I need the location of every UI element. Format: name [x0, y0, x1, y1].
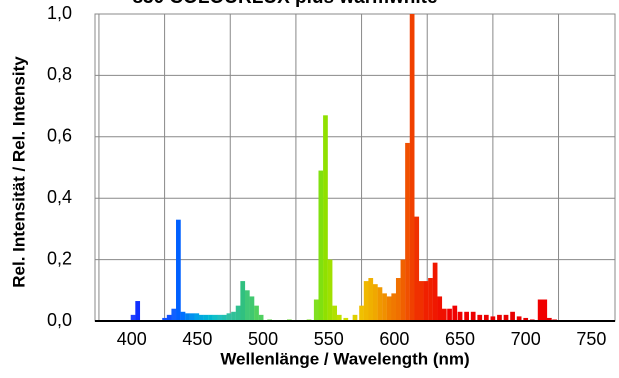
bar [235, 305, 241, 321]
bar [244, 290, 250, 321]
bar [231, 311, 236, 321]
bar [166, 314, 172, 321]
bar [452, 305, 458, 321]
bar [208, 314, 213, 321]
bar [249, 296, 255, 321]
bar [510, 311, 515, 321]
bar [546, 317, 552, 321]
x-tick-label: 750 [576, 329, 606, 349]
bar [176, 219, 181, 321]
bar [217, 314, 223, 321]
bar [400, 259, 406, 321]
bar [199, 314, 204, 321]
chart-title: 830 COLOURLUX plus warmwhite [132, 0, 437, 8]
bar [323, 115, 328, 321]
bar [423, 281, 429, 321]
bar [162, 317, 167, 321]
bar [483, 314, 489, 321]
bar [447, 308, 452, 321]
x-axis-title: Wellenlänge / Wavelength (nm) [220, 349, 469, 368]
bar [318, 170, 324, 321]
bar [523, 317, 529, 321]
bar [497, 314, 502, 321]
bar [194, 313, 200, 321]
y-tick-label: 0,2 [47, 248, 72, 268]
bar [221, 314, 227, 321]
bar [180, 311, 186, 321]
bar [332, 305, 338, 321]
x-tick-label: 650 [445, 329, 475, 349]
y-tick-label: 0,6 [47, 126, 72, 146]
bar [457, 311, 463, 321]
bar [405, 142, 410, 321]
bar [542, 299, 548, 321]
x-tick-label: 600 [379, 329, 409, 349]
bar [386, 296, 392, 321]
bar [503, 314, 509, 321]
bar [212, 314, 218, 321]
y-tick-label: 0,4 [47, 187, 72, 207]
bar [240, 281, 246, 321]
bar [203, 314, 209, 321]
bar [537, 299, 543, 321]
bar [441, 308, 447, 321]
y-tick-label: 0,0 [47, 310, 72, 330]
bar [327, 259, 333, 321]
bar [464, 311, 469, 321]
bar [363, 281, 369, 321]
bar [336, 314, 342, 321]
x-tick-label: 500 [248, 329, 278, 349]
bar [185, 313, 190, 321]
bar [171, 308, 177, 321]
bar [372, 284, 378, 321]
bar [313, 299, 319, 321]
bar [359, 305, 364, 321]
bar [352, 314, 358, 321]
bar [343, 317, 349, 321]
y-tick-label: 0,8 [47, 64, 72, 84]
bar [395, 278, 401, 321]
x-tick-label: 550 [314, 329, 344, 349]
bar [377, 287, 383, 321]
x-tick-label: 700 [511, 329, 541, 349]
bar [432, 262, 438, 321]
bar [189, 313, 195, 321]
plot-area [94, 13, 616, 322]
x-tick-label: 400 [117, 329, 147, 349]
bar [477, 314, 483, 321]
bar [428, 278, 433, 321]
bar [414, 216, 420, 321]
bar [516, 316, 522, 321]
bar [382, 293, 387, 321]
bar [368, 278, 374, 321]
bar [130, 314, 136, 321]
bar [470, 311, 476, 321]
bar [490, 316, 496, 321]
x-tick-label: 450 [182, 329, 212, 349]
y-tick-label: 1,0 [47, 3, 72, 23]
bar [226, 313, 232, 321]
bar [258, 314, 264, 321]
bar [418, 281, 424, 321]
bar [135, 301, 141, 321]
bar [409, 14, 415, 321]
y-axis-title: Rel. Intensität / Rel. Intensity [9, 56, 28, 288]
bar [254, 305, 259, 321]
bar [391, 293, 397, 321]
bar [437, 296, 443, 321]
